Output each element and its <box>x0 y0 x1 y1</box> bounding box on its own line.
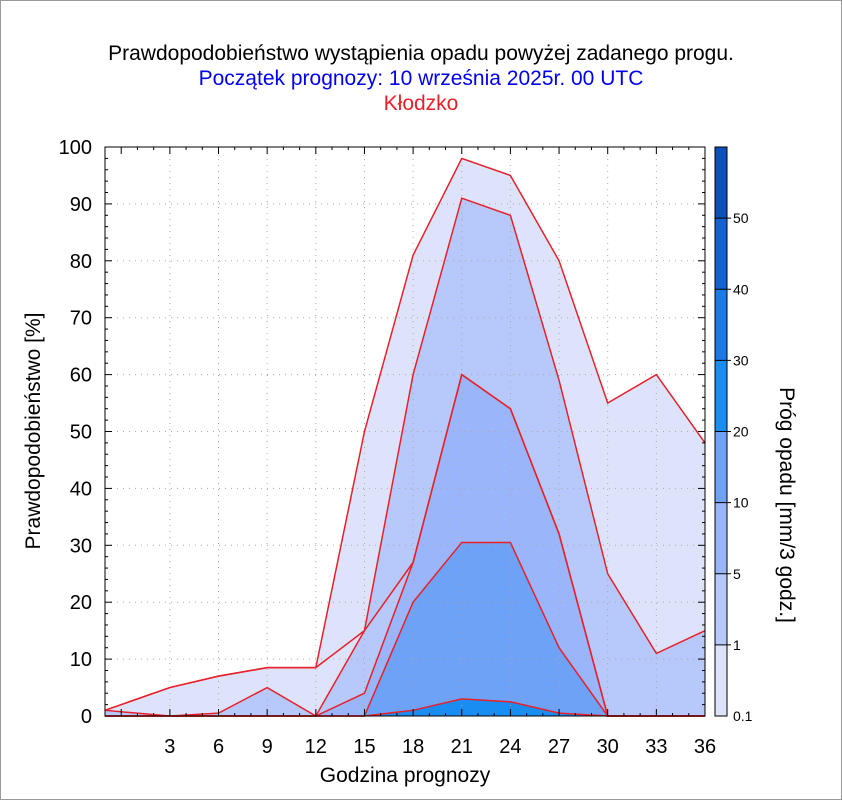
area-threshold-10-4 <box>105 542 705 716</box>
axes: 3 6 9 12 15 18 21 24 27 30 33 360102030405060708090… <box>59 137 717 758</box>
x-tick-label-24: 24 <box>499 736 521 758</box>
colorbar-segment-4 <box>715 360 727 432</box>
colorbar-tick-label-0: 0.1 <box>733 708 753 724</box>
x-tick-label-21: 21 <box>451 736 473 758</box>
x-tick-label-18: 18 <box>402 736 424 758</box>
y-tick-label-40: 40 <box>70 478 92 500</box>
x-tick-label-36: 36 <box>694 736 716 758</box>
y-axis-label: Prawdopodobieństwo [%] <box>22 313 45 550</box>
y-tick-label-10: 10 <box>70 649 92 671</box>
colorbar-segment-2 <box>715 502 727 574</box>
line-threshold-0-1-1 <box>104 157 706 712</box>
colorbar: 0.1 1 5 10 20 30 40 50 <box>714 146 753 724</box>
x-tick-label-33: 33 <box>645 736 667 758</box>
chart-title: Prawdopodobieństwo wystąpienia opadu pow… <box>108 42 734 65</box>
chart-subtitle: Początek prognozy: 10 września 2025r. 00… <box>198 67 644 90</box>
y-tick-label-80: 80 <box>70 251 92 273</box>
colorbar-segment-6 <box>715 218 727 290</box>
chart-location: Kłodzko <box>383 92 459 115</box>
x-tick-label-27: 27 <box>548 736 570 758</box>
y-tick-label-20: 20 <box>70 592 92 614</box>
y-tick-label-30: 30 <box>70 535 92 557</box>
x-tick-label-6: 6 <box>213 736 224 758</box>
colorbar-segment-3 <box>715 431 727 503</box>
colorbar-segment-5 <box>715 289 727 361</box>
colorbar-tick-label-3: 10 <box>733 495 749 511</box>
colorbar-tick-label-4: 20 <box>733 424 749 440</box>
grid-lines <box>105 147 706 716</box>
colorbar-segment-0 <box>715 644 727 716</box>
y-tick-label-90: 90 <box>70 194 92 216</box>
colorbar-label: Próg opadu [mm/3 godz.] <box>775 387 798 623</box>
area-threshold-5-3 <box>105 374 705 716</box>
area-threshold-20-5 <box>105 698 705 716</box>
x-tick-label-15: 15 <box>353 736 375 758</box>
y-tick-label-70: 70 <box>70 308 92 330</box>
x-tick-label-12: 12 <box>305 736 327 758</box>
y-tick-label-100: 100 <box>59 137 92 159</box>
x-axis-label: Godzina prognozy <box>320 764 491 787</box>
y-tick-label-60: 60 <box>70 365 92 387</box>
y-tick-label-0: 0 <box>81 706 92 728</box>
colorbar-tick-label-6: 40 <box>733 281 749 297</box>
colorbar-segment-7 <box>715 147 727 219</box>
colorbar-tick-label-2: 5 <box>733 566 741 582</box>
y-tick-label-50: 50 <box>70 422 92 444</box>
x-tick-label-9: 9 <box>262 736 273 758</box>
x-tick-label-3: 3 <box>164 736 175 758</box>
colorbar-tick-label-1: 1 <box>733 637 741 653</box>
x-tick-label-30: 30 <box>597 736 619 758</box>
colorbar-tick-label-5: 30 <box>733 352 749 368</box>
colorbar-tick-label-7: 50 <box>733 210 749 226</box>
colorbar-segment-1 <box>715 573 727 645</box>
